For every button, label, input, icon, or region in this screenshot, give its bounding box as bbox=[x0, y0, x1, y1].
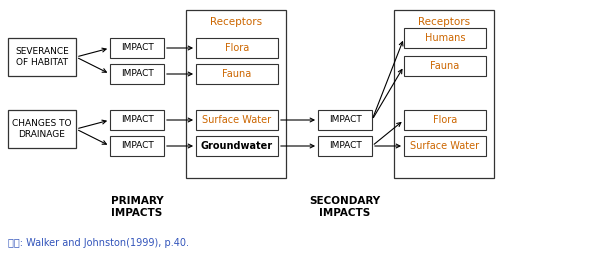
Text: Humans: Humans bbox=[425, 33, 465, 43]
Text: IMPACT: IMPACT bbox=[329, 141, 361, 150]
Text: Surface Water: Surface Water bbox=[410, 141, 479, 151]
Bar bbox=[318, 136, 372, 156]
Text: SEVERANCE
OF HABITAT: SEVERANCE OF HABITAT bbox=[15, 47, 69, 67]
Text: IMPACT: IMPACT bbox=[121, 44, 154, 53]
Text: Receptors: Receptors bbox=[418, 17, 470, 27]
Bar bbox=[196, 110, 278, 130]
Bar bbox=[8, 110, 76, 148]
Bar bbox=[196, 136, 278, 156]
Text: Receptors: Receptors bbox=[210, 17, 262, 27]
Bar bbox=[318, 110, 372, 130]
Text: CHANGES TO
DRAINAGE: CHANGES TO DRAINAGE bbox=[12, 119, 72, 139]
Bar bbox=[196, 64, 278, 84]
Text: IMPACT: IMPACT bbox=[121, 69, 154, 78]
Text: SECONDARY
IMPACTS: SECONDARY IMPACTS bbox=[310, 196, 380, 218]
Text: Groundwater: Groundwater bbox=[201, 141, 273, 151]
Text: Fauna: Fauna bbox=[430, 61, 460, 71]
Bar bbox=[394, 10, 494, 178]
Text: IMPACT: IMPACT bbox=[121, 116, 154, 125]
Text: Surface Water: Surface Water bbox=[202, 115, 272, 125]
Text: Fauna: Fauna bbox=[223, 69, 251, 79]
Bar bbox=[404, 56, 486, 76]
Bar bbox=[186, 10, 286, 178]
Bar bbox=[404, 110, 486, 130]
Bar bbox=[8, 38, 76, 76]
Bar bbox=[110, 110, 164, 130]
Bar bbox=[110, 64, 164, 84]
Bar bbox=[110, 136, 164, 156]
Bar bbox=[110, 38, 164, 58]
Bar bbox=[404, 28, 486, 48]
Bar bbox=[404, 136, 486, 156]
Bar bbox=[196, 38, 278, 58]
Text: IMPACT: IMPACT bbox=[329, 116, 361, 125]
Text: Flora: Flora bbox=[225, 43, 249, 53]
Text: IMPACT: IMPACT bbox=[121, 141, 154, 150]
Text: Flora: Flora bbox=[433, 115, 457, 125]
Text: PRIMARY
IMPACTS: PRIMARY IMPACTS bbox=[110, 196, 163, 218]
Text: 자료: Walker and Johnston(1999), p.40.: 자료: Walker and Johnston(1999), p.40. bbox=[8, 238, 189, 248]
